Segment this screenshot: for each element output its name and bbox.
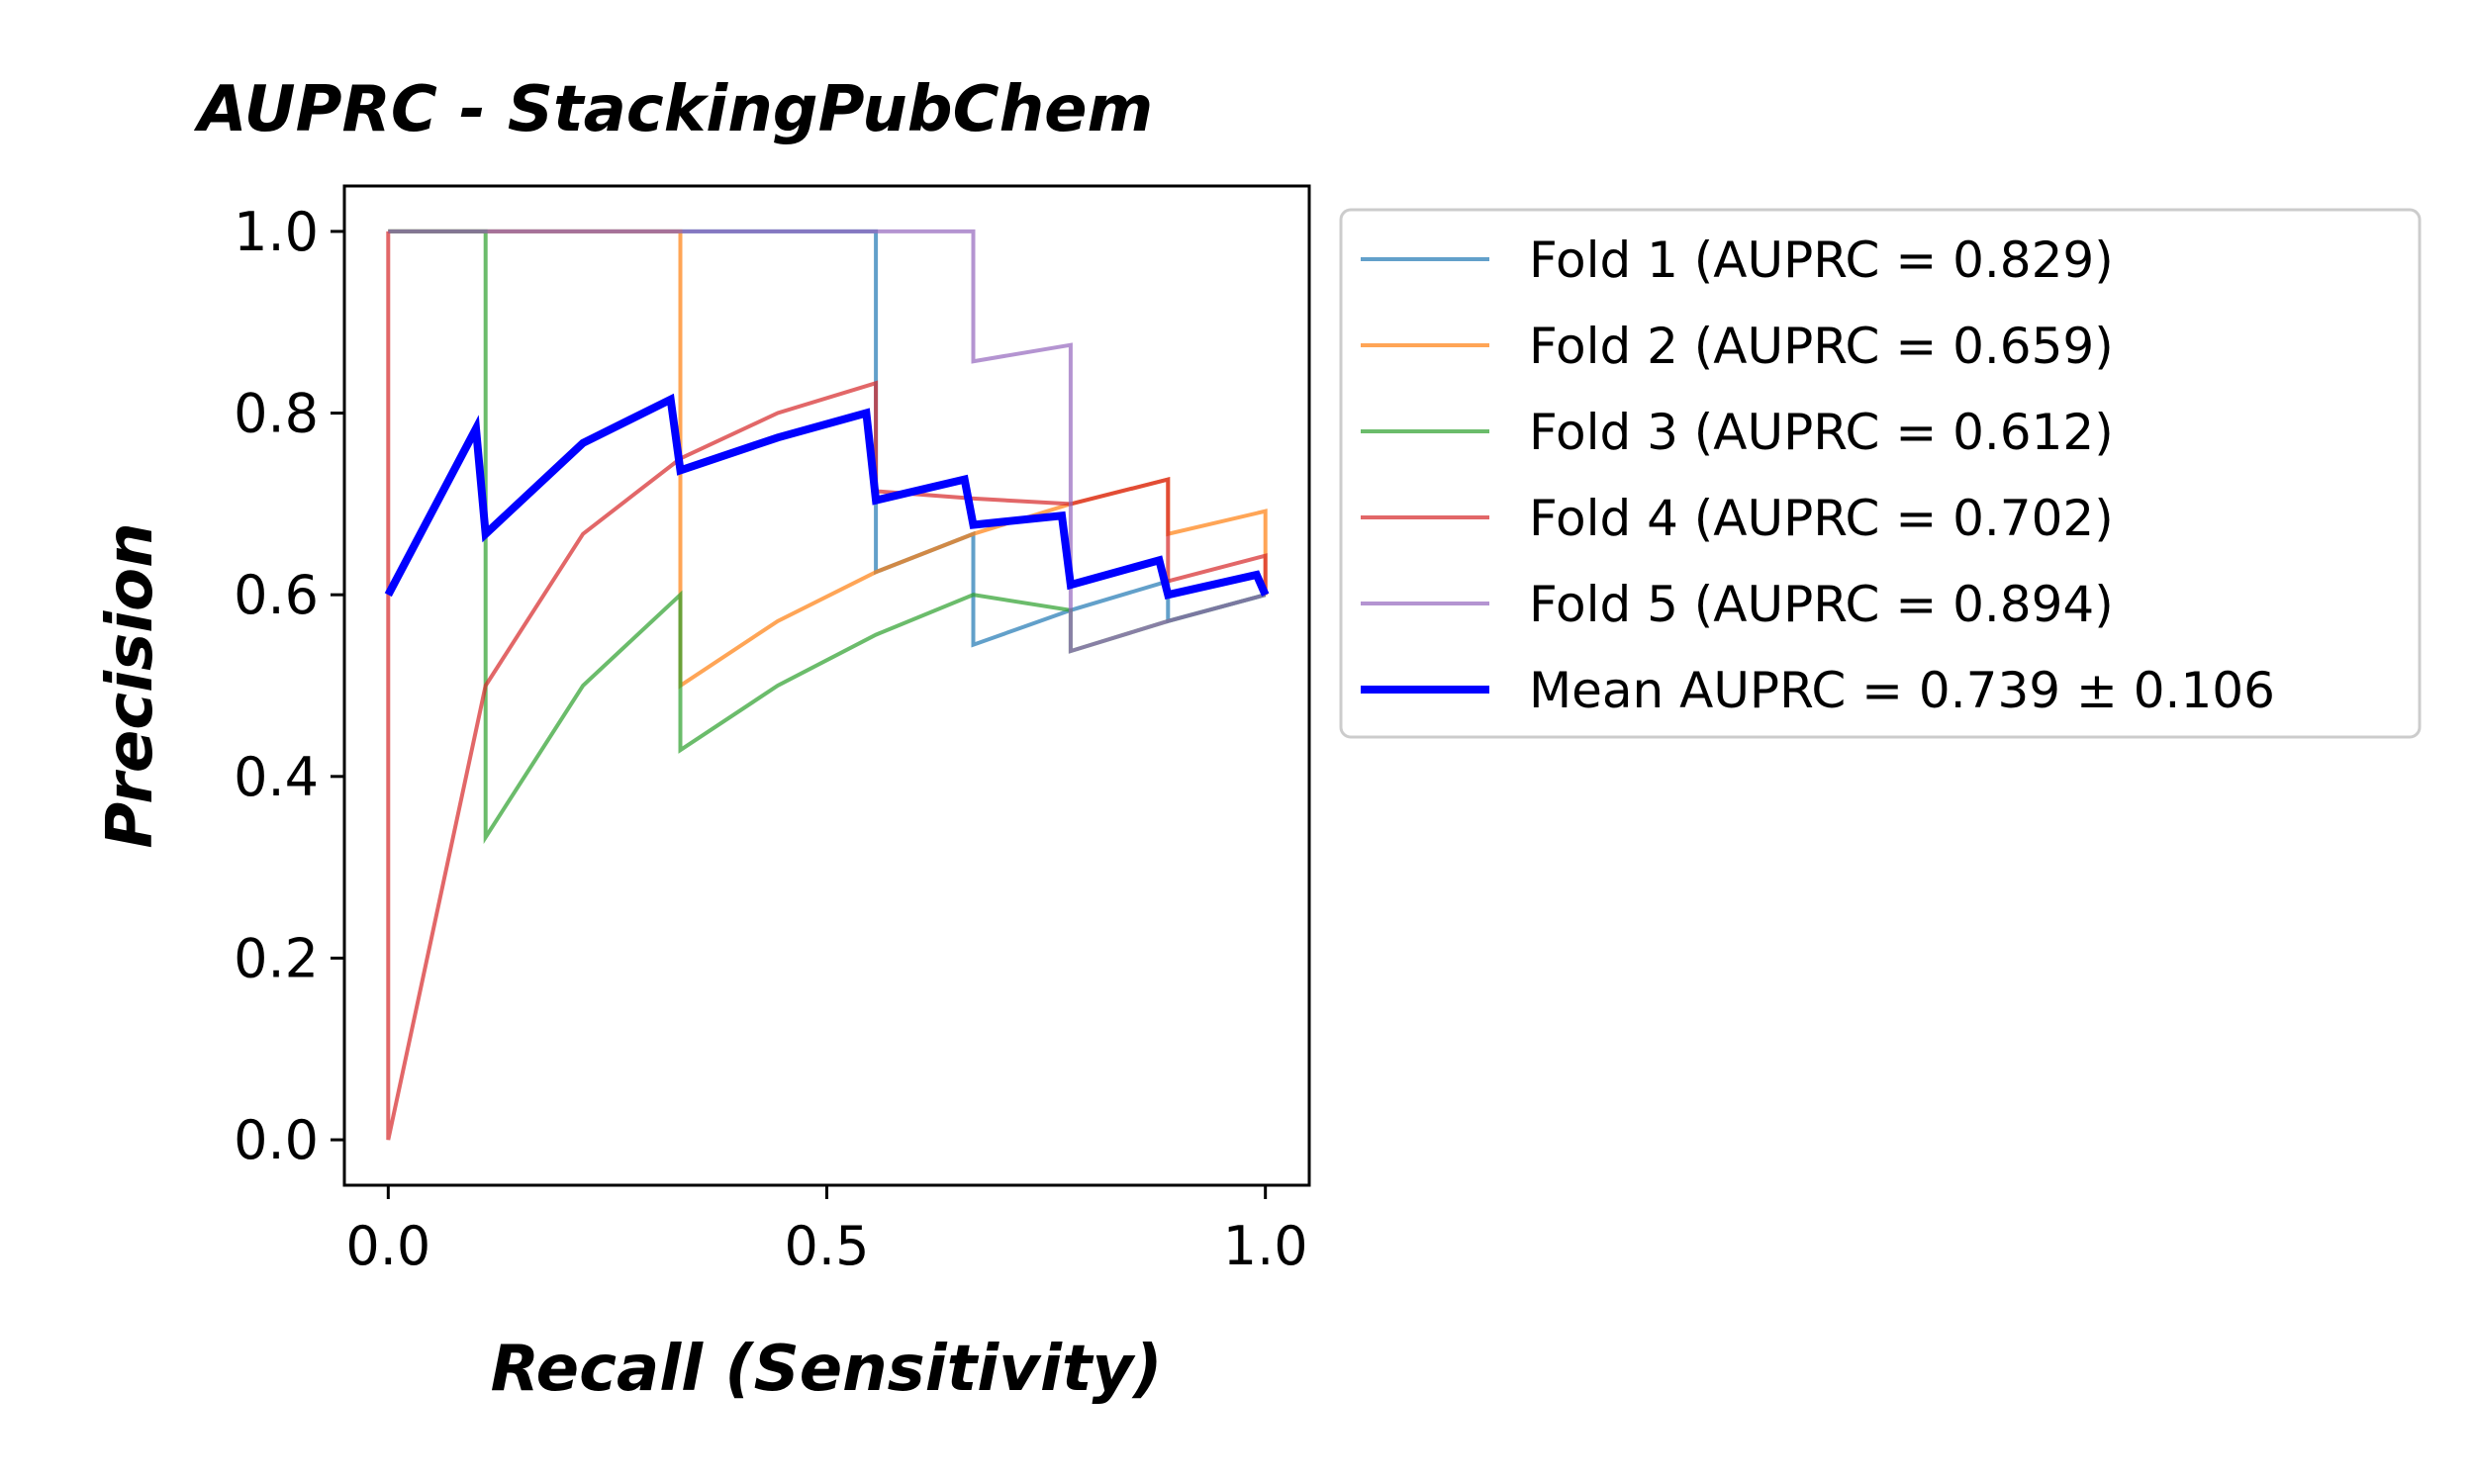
series-line-5	[388, 232, 1265, 651]
series-line-1	[388, 232, 1265, 645]
plot-frame	[344, 186, 1309, 1185]
legend-label-6: Mean AUPRC = 0.739 ± 0.106	[1529, 662, 2275, 719]
x-tick-label: 1.0	[1223, 1215, 1308, 1277]
legend-label-3: Fold 3 (AUPRC = 0.612)	[1529, 404, 2114, 461]
legend-label-2: Fold 2 (AUPRC = 0.659)	[1529, 318, 2114, 375]
series-line-4	[388, 232, 1265, 1140]
series-line-6	[388, 400, 1265, 595]
y-axis-label: Precision	[94, 522, 167, 848]
series-line-2	[388, 232, 1265, 686]
y-tick-label: 0.2	[234, 927, 319, 989]
series-line-3	[388, 232, 1265, 837]
y-tick-label: 0.6	[234, 564, 319, 626]
x-axis-ticks: 0.0 0.5 1.0	[345, 1185, 1307, 1277]
legend: Fold 1 (AUPRC = 0.829) Fold 2 (AUPRC = 0.…	[1341, 210, 2420, 737]
legend-label-1: Fold 1 (AUPRC = 0.829)	[1529, 232, 2114, 289]
y-tick-label: 0.8	[234, 383, 319, 445]
plot-area: 0.0 0.5 1.0 0.0 0.2 0.4 0.6 0.8 1.0	[234, 186, 1309, 1277]
y-tick-label: 0.4	[234, 746, 319, 808]
y-tick-label: 1.0	[234, 201, 319, 263]
x-tick-label: 0.0	[345, 1215, 430, 1277]
x-tick-label: 0.5	[785, 1215, 870, 1277]
legend-label-4: Fold 4 (AUPRC = 0.702)	[1529, 490, 2114, 547]
x-axis-label: Recall (Sensitivity)	[491, 1333, 1163, 1406]
y-axis-ticks: 0.0 0.2 0.4 0.6 0.8 1.0	[234, 201, 344, 1171]
y-tick-label: 0.0	[234, 1109, 319, 1171]
legend-label-5: Fold 5 (AUPRC = 0.894)	[1529, 576, 2114, 633]
chart-title: AUPRC - StackingPubChem	[193, 73, 1153, 146]
series-lines	[388, 232, 1265, 1140]
